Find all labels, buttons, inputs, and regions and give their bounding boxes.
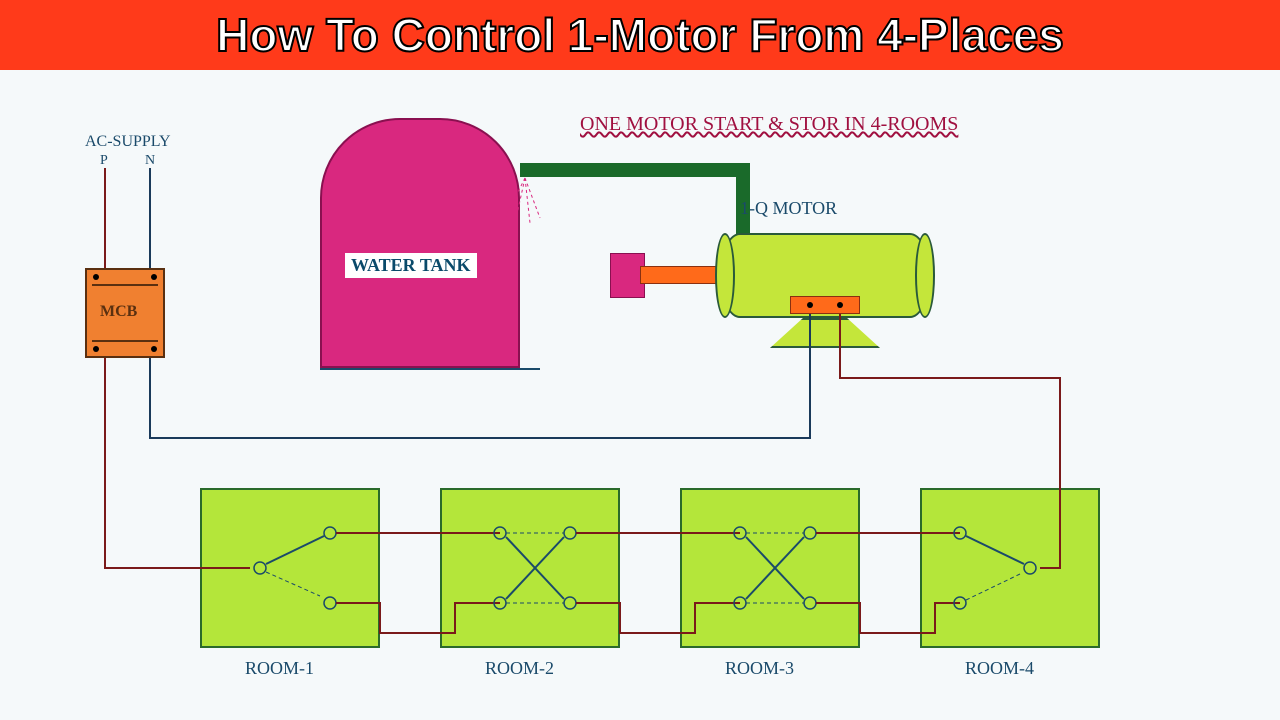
room-3-switch bbox=[680, 488, 860, 648]
motor-label: 1-Q MOTOR bbox=[740, 198, 837, 219]
water-spray-icon bbox=[500, 173, 550, 233]
motor-shaft bbox=[640, 266, 720, 284]
diagram-canvas: ONE MOTOR START & STOR IN 4-ROOMS AC-SUP… bbox=[0, 78, 1280, 720]
water-tank-label: WATER TANK bbox=[345, 253, 477, 278]
pipe-horizontal bbox=[520, 163, 750, 177]
motor-terminal bbox=[790, 296, 860, 314]
motor-base bbox=[770, 318, 880, 348]
water-tank bbox=[320, 118, 520, 368]
phase-label: P bbox=[100, 153, 108, 169]
diagram-subtitle: ONE MOTOR START & STOR IN 4-ROOMS bbox=[580, 113, 958, 136]
banner-text: How To Control 1-Motor From 4-Places bbox=[216, 9, 1064, 61]
room-4-label: ROOM-4 bbox=[965, 658, 1034, 679]
room-1-switch bbox=[200, 488, 380, 648]
room-4-switch bbox=[920, 488, 1100, 648]
motor-end-left bbox=[715, 233, 735, 318]
mcb-label: MCB bbox=[100, 303, 137, 321]
room-2-switch bbox=[440, 488, 620, 648]
title-banner: How To Control 1-Motor From 4-Places bbox=[0, 0, 1280, 70]
room-1-label: ROOM-1 bbox=[245, 658, 314, 679]
ac-supply-label: AC-SUPPLY bbox=[85, 133, 171, 151]
motor-end-right bbox=[915, 233, 935, 318]
tank-base-line bbox=[320, 368, 540, 370]
neutral-label: N bbox=[145, 153, 155, 169]
room-2-label: ROOM-2 bbox=[485, 658, 554, 679]
room-3-label: ROOM-3 bbox=[725, 658, 794, 679]
